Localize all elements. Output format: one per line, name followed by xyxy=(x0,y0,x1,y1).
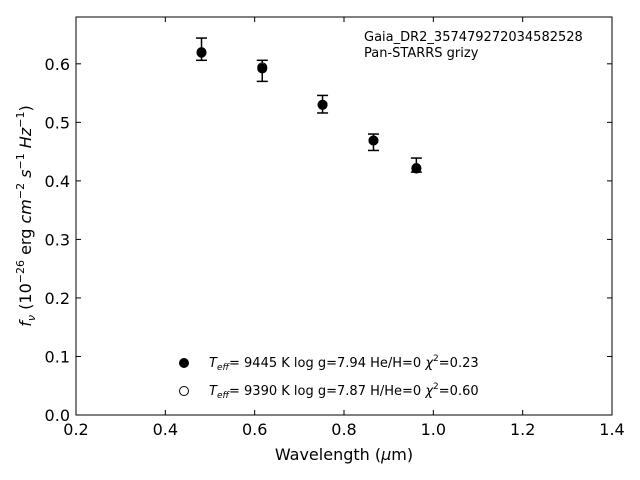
y-axis-label-s: s xyxy=(16,170,35,183)
x-tick-label: 0.2 xyxy=(63,420,88,439)
legend: Teff= 9445 K log g=7.94 He/H=0 χ2=0.23 T… xyxy=(179,354,479,401)
legend-1-teff-sub: eff xyxy=(217,363,231,373)
legend-entry-2: Teff= 9390 K log g=7.87 H/He=0 χ2=0.60 xyxy=(209,382,479,401)
y-axis-label-close: ) xyxy=(16,105,35,111)
x-tick-label: 1.4 xyxy=(599,420,624,439)
y-tick-label: 0.6 xyxy=(45,55,70,74)
x-axis: 0.2 0.4 0.6 0.8 1.0 1.2 1.4 xyxy=(63,17,625,439)
legend-1-teff-value: 9445 K xyxy=(244,356,290,371)
legend-2-comp: H/He=0 xyxy=(370,384,421,399)
y-tick-label: 0.2 xyxy=(45,289,70,308)
y-axis-label-open: (10 xyxy=(16,283,35,315)
y-tick-label: 0.5 xyxy=(45,113,70,132)
legend-2-chi: χ xyxy=(424,384,434,399)
model-point-filled xyxy=(368,135,379,146)
x-axis-label: Wavelength (μm) xyxy=(275,445,413,464)
y-axis-label-exp2: −2 xyxy=(14,183,27,199)
legend-1-logg: log g=7.94 xyxy=(294,356,366,371)
model-point-filled xyxy=(317,99,328,110)
y-tick-label: 0.1 xyxy=(45,347,70,366)
legend-1-chi2: =0.23 xyxy=(439,356,479,371)
legend-2-teff-t: T xyxy=(209,384,218,399)
x-tick-label: 0.4 xyxy=(153,420,178,439)
y-axis-label: fν (10−26 erg cm−2 s−1 Hz−1) xyxy=(14,105,38,326)
x-tick-label: 1.0 xyxy=(421,420,446,439)
x-tick-label: 1.2 xyxy=(510,420,535,439)
legend-2-logg: log g=7.87 xyxy=(294,384,366,399)
legend-2-teff-value: 9390 K xyxy=(244,384,290,399)
y-tick-label: 0.3 xyxy=(45,230,70,249)
y-axis-label-nu: ν xyxy=(25,315,38,321)
y-axis-label-cm: cm xyxy=(16,199,35,223)
y-axis-label-erg: erg xyxy=(16,224,35,260)
legend-1-chi-exp: 2 xyxy=(433,354,439,364)
y-axis-label-hz: Hz xyxy=(16,127,35,153)
legend-2-eq: = xyxy=(229,384,244,399)
x-tick-label: 0.6 xyxy=(242,420,267,439)
legend-2-chi2: =0.60 xyxy=(439,384,479,399)
model-point-filled xyxy=(257,63,268,74)
legend-1-teff-t: T xyxy=(209,356,218,371)
legend-marker-filled xyxy=(179,358,189,368)
annotation-object-id: Gaia_DR2_357479272034582528 xyxy=(364,30,583,45)
y-axis-label-exp4: −1 xyxy=(14,112,27,128)
legend-2-chi-exp: 2 xyxy=(433,382,439,392)
legend-1-eq: = xyxy=(229,356,244,371)
y-axis: 0.0 0.1 0.2 0.3 0.4 0.5 0.6 xyxy=(45,55,612,425)
legend-marker-open xyxy=(179,386,189,396)
y-tick-label: 0.0 xyxy=(45,406,70,425)
y-axis-label-f: f xyxy=(16,319,35,327)
y-tick-label: 0.4 xyxy=(45,172,70,191)
y-axis-label-exp3: −1 xyxy=(14,153,27,169)
x-tick-label: 0.8 xyxy=(331,420,356,439)
legend-entry-1: Teff= 9445 K log g=7.94 He/H=0 χ2=0.23 xyxy=(209,354,479,373)
legend-2-teff-sub: eff xyxy=(217,391,231,401)
y-axis-label-exp1: −26 xyxy=(14,260,27,283)
model-point-filled xyxy=(196,47,207,58)
legend-1-comp: He/H=0 xyxy=(370,356,421,371)
annotation-survey: Pan-STARRS grizy xyxy=(364,46,479,61)
legend-1-chi: χ xyxy=(424,356,434,371)
model-point-filled xyxy=(411,163,422,174)
x-axis-label-mu: μ xyxy=(380,445,391,464)
model-markers xyxy=(196,47,422,174)
